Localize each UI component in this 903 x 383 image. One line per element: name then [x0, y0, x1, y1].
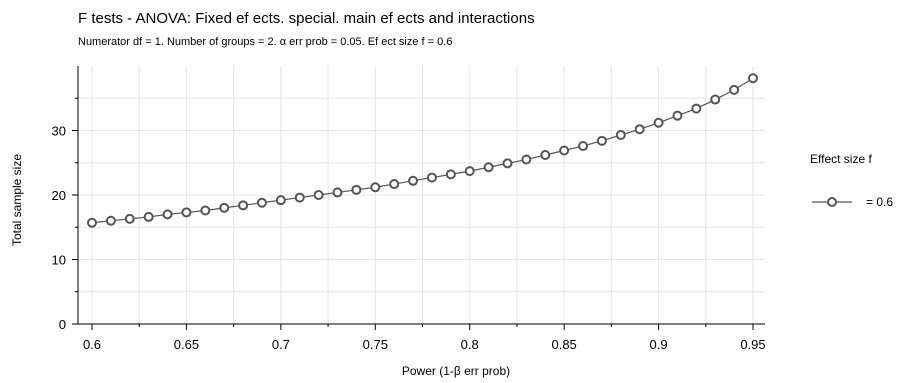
chart-title: F tests - ANOVA: Fixed ef ects. special.… [78, 10, 535, 27]
x-tick-label: 0.8 [461, 337, 479, 352]
y-tick-label: 20 [52, 188, 66, 203]
data-point [672, 110, 683, 121]
data-point [332, 187, 343, 198]
legend-title: Effect size f [810, 152, 872, 166]
x-tick-label: 0.95 [740, 337, 765, 352]
x-tick-label: 0.85 [551, 337, 576, 352]
data-point [521, 154, 532, 165]
data-point [559, 145, 570, 156]
chart-subtitle: Numerator df = 1. Number of groups = 2. … [78, 36, 452, 48]
data-point [162, 209, 173, 220]
y-tick-label: 30 [52, 124, 66, 139]
data-point [483, 162, 494, 173]
data-point [445, 169, 456, 180]
data-point [219, 202, 230, 213]
data-point [105, 215, 116, 226]
data-point [615, 130, 626, 141]
series-area [87, 73, 758, 228]
x-axis-label: Power (1-β err prob) [402, 364, 510, 378]
data-point [502, 158, 513, 169]
y-axis-label: Total sample size [10, 154, 24, 246]
data-point [389, 179, 400, 190]
data-point [87, 217, 97, 228]
y-tick-label: 0 [59, 317, 66, 332]
data-point [634, 124, 645, 135]
data-point [181, 207, 192, 218]
data-point [143, 211, 154, 222]
y-tick-label: 10 [52, 253, 66, 268]
x-tick-label: 0.65 [174, 337, 199, 352]
data-point [426, 172, 437, 183]
x-tick-label: 0.7 [272, 337, 290, 352]
data-point [540, 150, 551, 161]
x-tick-label: 0.75 [363, 337, 388, 352]
legend-marker-swatch [827, 197, 837, 207]
x-axis-ticks: 0.6 0.65 0.7 0.75 0.8 0.85 0.9 0.95 [83, 324, 766, 352]
data-point [710, 94, 721, 105]
legend-entry-label: = 0.6 [866, 195, 893, 209]
data-point [294, 192, 305, 203]
data-point [408, 175, 419, 186]
y-axis-ticks: 0 10 20 30 [52, 97, 78, 332]
data-point [691, 103, 702, 114]
data-point [748, 73, 758, 84]
legend: Effect size f = 0.6 [810, 152, 893, 209]
data-point [256, 197, 267, 208]
data-point [370, 182, 381, 193]
data-point [729, 84, 740, 95]
data-point [653, 117, 664, 128]
data-point [313, 190, 324, 200]
data-point [275, 195, 286, 206]
x-tick-label: 0.9 [650, 337, 668, 352]
data-point [351, 184, 362, 195]
data-point [124, 213, 135, 224]
data-point [578, 140, 589, 151]
x-tick-label: 0.6 [83, 337, 101, 352]
data-point [596, 135, 607, 146]
grid-lines [78, 66, 765, 325]
data-point [200, 205, 211, 216]
data-point [464, 166, 475, 177]
data-point [238, 200, 249, 211]
